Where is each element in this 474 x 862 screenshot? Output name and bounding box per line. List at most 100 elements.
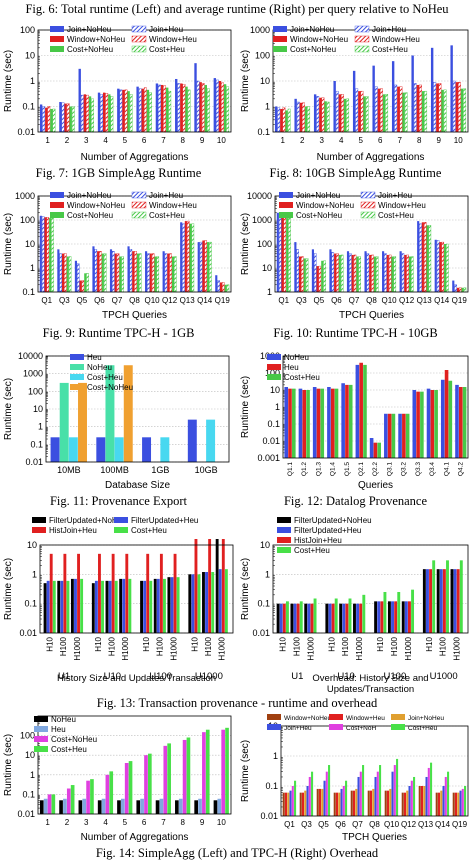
fig8-caption: Fig. 8: 10GB SimpleAgg Runtime — [269, 166, 442, 180]
bar — [90, 779, 94, 814]
y-tick-label: 10000 — [247, 191, 272, 201]
fig12-caption: Fig. 12: Datalog Provenance — [283, 494, 428, 508]
bar — [66, 256, 69, 292]
bar — [187, 419, 197, 462]
bar — [313, 94, 317, 132]
bar — [285, 110, 288, 132]
bar — [442, 569, 446, 633]
bar — [391, 256, 394, 292]
bar — [331, 603, 335, 633]
bar — [57, 580, 61, 633]
bar — [307, 106, 311, 133]
plot-frame — [280, 725, 469, 817]
bar — [464, 786, 467, 816]
x-tick-label: H1000 — [169, 636, 178, 660]
y-axis-title: Runtime (sec) — [240, 50, 251, 112]
bar — [401, 792, 404, 816]
fig14-right-chart: 0.010.1110Q1Q3Q5Q6Q7Q8Q10Q12Q13Q14Q19TPC… — [240, 714, 469, 843]
x-tick-label: Q12 — [401, 820, 417, 829]
legend-swatch — [354, 45, 370, 53]
bar — [446, 560, 449, 633]
bar — [452, 80, 456, 133]
bar — [321, 260, 324, 292]
y-tick-label: 10 — [262, 263, 272, 273]
bar — [306, 786, 309, 816]
x-axis-title: Number of Aggregations — [81, 832, 189, 843]
bar — [147, 253, 150, 293]
bar — [83, 94, 87, 132]
bar — [307, 603, 311, 633]
fig13-caption: Fig. 13: Transaction provenance - runtim… — [96, 696, 378, 710]
legend-label: FilterUpdated+Heu — [131, 516, 198, 525]
bar — [201, 83, 205, 133]
x-tick-label: Q1.1 — [287, 462, 294, 476]
bar — [319, 97, 322, 132]
x-tick-label: Q3 — [296, 296, 307, 305]
group-label: U1 — [291, 671, 303, 682]
legend-label: Window+NoHeu — [284, 715, 332, 722]
bar — [437, 792, 441, 816]
x-tick-label: Q2.1 — [358, 462, 365, 476]
bar — [398, 413, 402, 458]
bar — [141, 88, 144, 132]
bar — [171, 256, 175, 292]
bar — [94, 580, 98, 633]
bar — [402, 413, 406, 458]
y-axis-title: Runtime (sec) — [240, 740, 251, 802]
bar — [97, 251, 100, 292]
bar — [155, 83, 159, 132]
bar — [325, 603, 329, 633]
legend-label: NoHeu — [87, 363, 112, 372]
bar — [358, 256, 361, 293]
bar — [313, 598, 317, 633]
bar — [291, 786, 294, 816]
y-tick-label: 1000 — [252, 215, 272, 225]
legend-swatch — [32, 517, 46, 523]
bar — [132, 251, 135, 292]
bar — [323, 780, 326, 816]
bar — [114, 580, 118, 633]
bar — [43, 798, 48, 814]
bar — [99, 251, 102, 293]
bar — [66, 103, 70, 133]
bar — [436, 240, 440, 293]
bar — [146, 89, 150, 132]
x-tick-label: 1 — [45, 136, 50, 145]
bar — [156, 256, 160, 293]
legend-swatch — [34, 736, 48, 742]
bar — [205, 572, 208, 633]
legend-swatch — [273, 46, 287, 52]
bar — [45, 107, 48, 132]
x-tick-label: H10 — [142, 636, 151, 651]
bar — [64, 253, 67, 293]
bar — [218, 569, 222, 633]
bar — [129, 249, 133, 293]
bar — [121, 256, 124, 293]
bar — [453, 569, 457, 633]
legend-label: Join+NoHeu — [408, 715, 444, 722]
legend-swatch — [131, 45, 147, 53]
bar — [377, 442, 381, 458]
bar — [345, 384, 349, 458]
bar — [124, 89, 128, 133]
bar — [125, 553, 129, 633]
bar — [455, 384, 459, 458]
y-tick-label: 10 — [260, 76, 270, 86]
bar — [64, 103, 67, 132]
bar — [103, 253, 107, 293]
group-label: U1000 — [195, 671, 223, 682]
bar — [318, 788, 322, 816]
bar — [446, 243, 449, 293]
bar — [191, 223, 195, 293]
bar — [439, 569, 443, 633]
bar — [357, 776, 360, 816]
bar — [225, 727, 229, 814]
bar — [411, 55, 414, 132]
bar — [52, 108, 56, 133]
legend-swatch — [360, 201, 376, 209]
bar — [377, 601, 381, 633]
bar — [68, 437, 78, 462]
bar — [39, 104, 43, 132]
bar — [326, 101, 330, 133]
